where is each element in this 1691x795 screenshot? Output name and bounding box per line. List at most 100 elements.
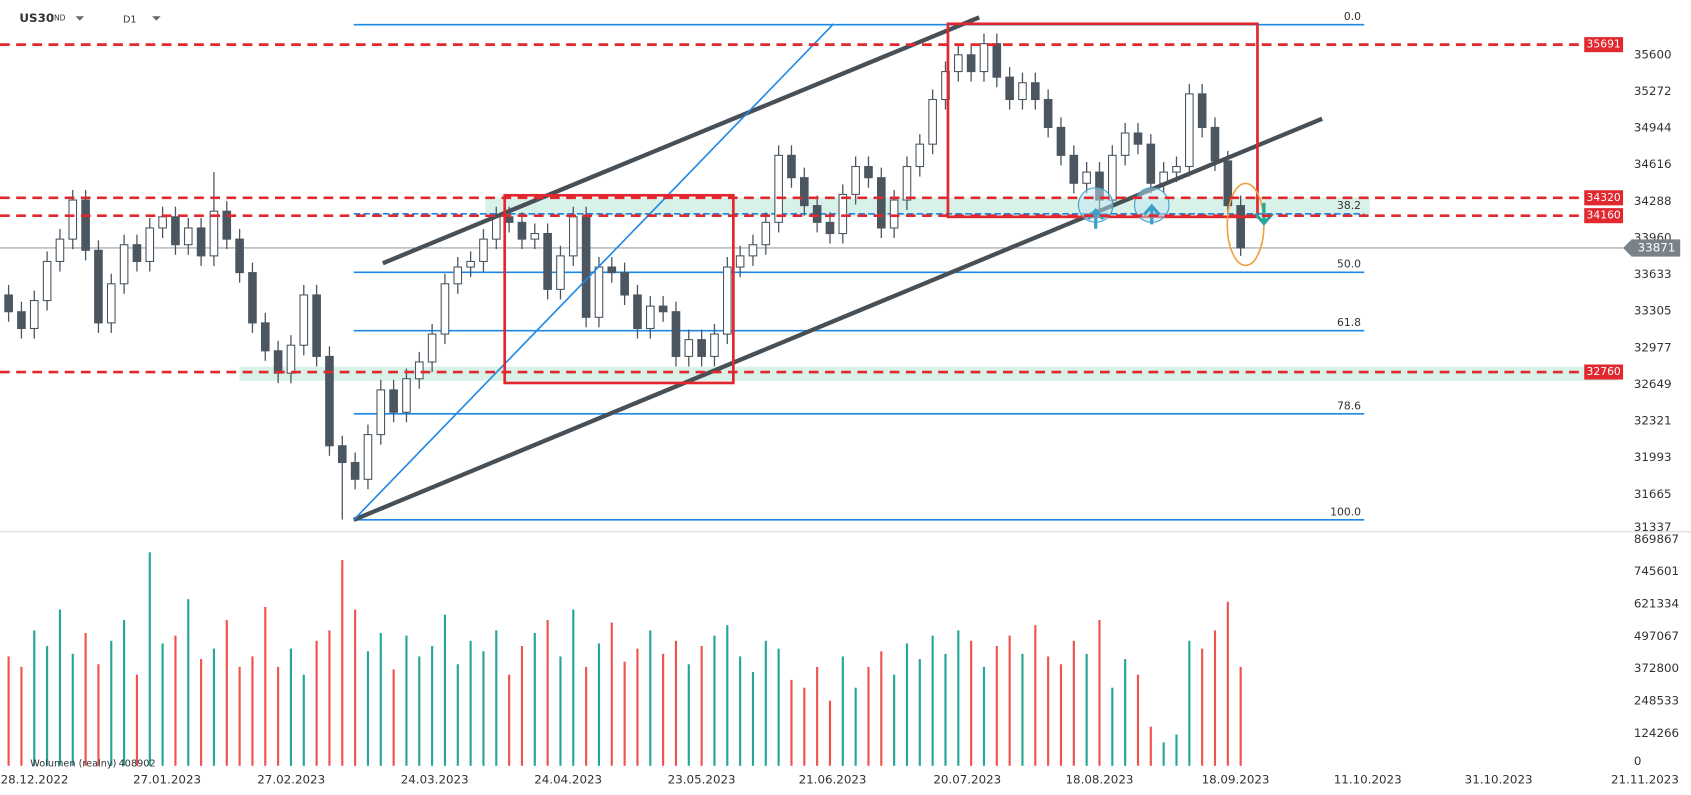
volume-bar <box>1201 648 1204 766</box>
candle-body <box>774 154 783 223</box>
volume-bar <box>341 560 344 766</box>
volume-bar <box>84 632 87 766</box>
volume-last-value: 408902 <box>119 759 156 770</box>
y-tick-label: 124266 <box>1634 726 1679 740</box>
volume-title: Wolumen (realny) <box>30 759 116 770</box>
x-tick-label: 21.06.2023 <box>799 772 867 786</box>
candle-body <box>312 294 321 357</box>
candle-body <box>42 260 52 302</box>
candle-body <box>928 98 937 145</box>
volume-bar <box>867 666 870 766</box>
candle-body <box>337 445 347 464</box>
candle-body <box>992 43 1002 78</box>
candle-body <box>106 283 116 324</box>
candle-body <box>273 350 283 374</box>
timeframe[interactable]: D1 <box>123 15 137 26</box>
x-tick-label: 20.07.2023 <box>933 772 1001 786</box>
candle-body <box>568 216 578 257</box>
candle-body <box>761 221 771 246</box>
volume-bar <box>328 630 331 766</box>
volume-bar <box>1008 635 1011 766</box>
volume-bar <box>7 656 10 766</box>
candle-body <box>440 283 450 335</box>
volume-bar <box>726 625 729 766</box>
candle-body <box>748 244 758 257</box>
volume-bar <box>674 640 678 766</box>
volume-bar <box>1111 687 1114 766</box>
volume-bar <box>392 669 395 766</box>
volume-bar <box>212 648 216 766</box>
y-tick-label: 497067 <box>1634 629 1679 643</box>
volume-bar <box>135 674 139 766</box>
candle-body <box>1056 126 1066 156</box>
volume-bar <box>97 664 100 766</box>
volume-bar <box>110 640 113 766</box>
x-tick-label: 23.05.2023 <box>668 772 736 786</box>
x-tick-label: 18.09.2023 <box>1202 772 1270 786</box>
y-tick-label: 31337 <box>1634 520 1672 534</box>
candle-body <box>658 305 668 313</box>
level-label: 34320 <box>1587 191 1621 204</box>
candle-body <box>389 389 398 413</box>
volume-bar <box>508 674 511 766</box>
candle-body <box>376 389 386 436</box>
candle-body <box>414 361 424 380</box>
volume-bar <box>764 640 767 766</box>
volume-bar <box>649 630 652 766</box>
candle-body <box>158 216 167 229</box>
candle-body <box>697 339 706 357</box>
volume-bar <box>1213 630 1217 766</box>
candle-body <box>453 266 463 285</box>
candle-body <box>556 255 565 290</box>
candle-body <box>248 272 257 324</box>
y-tick-label: 621334 <box>1634 597 1679 611</box>
volume-bar <box>1124 659 1127 766</box>
candle-body <box>1043 98 1053 128</box>
volume-bar <box>803 687 806 766</box>
support-zone <box>239 366 1618 381</box>
candle-body <box>17 311 26 330</box>
fib-label: 50.0 <box>1337 258 1361 271</box>
candle-body <box>838 193 848 235</box>
volume-bar <box>572 609 575 766</box>
volume-bar <box>1162 742 1165 766</box>
fib-label: 100.0 <box>1330 505 1361 518</box>
dropdown-icon[interactable] <box>75 16 85 21</box>
candle-body <box>607 266 617 274</box>
candle-body <box>825 221 835 235</box>
volume-bar <box>1034 625 1037 766</box>
x-tick-label: 24.04.2023 <box>534 772 602 786</box>
y-tick-label: 32321 <box>1634 414 1672 428</box>
candle-body <box>966 54 976 73</box>
level-label: 34160 <box>1587 209 1621 222</box>
volume-bar <box>354 609 357 766</box>
y-tick-label: 745601 <box>1634 564 1679 578</box>
candle-body <box>299 294 309 346</box>
candle-body <box>581 216 591 318</box>
x-tick-label: 31.10.2023 <box>1465 772 1533 786</box>
y-tick-label: 34944 <box>1634 121 1672 135</box>
volume-bar <box>1072 640 1075 766</box>
candle-body <box>171 216 180 246</box>
level-label-box <box>1584 190 1624 206</box>
volume-bar <box>1226 601 1229 766</box>
y-tick-label: 248533 <box>1634 694 1679 708</box>
volume-bar <box>893 674 896 766</box>
candle-body <box>1018 82 1027 101</box>
y-tick-label: 31665 <box>1634 487 1672 501</box>
volume-bar <box>957 630 960 766</box>
dropdown-icon[interactable] <box>152 16 161 21</box>
candle-body <box>1146 143 1156 184</box>
volume-bar <box>1136 674 1140 766</box>
volume-bar <box>854 687 857 766</box>
volume-bar <box>315 640 318 766</box>
candle-body <box>119 244 129 285</box>
volume-bar <box>1059 664 1063 766</box>
level-label-box <box>1584 208 1624 224</box>
volume-bar <box>495 630 498 766</box>
volume-bar <box>1021 653 1024 766</box>
volume-bar <box>58 609 62 766</box>
candle-body <box>1236 205 1245 249</box>
